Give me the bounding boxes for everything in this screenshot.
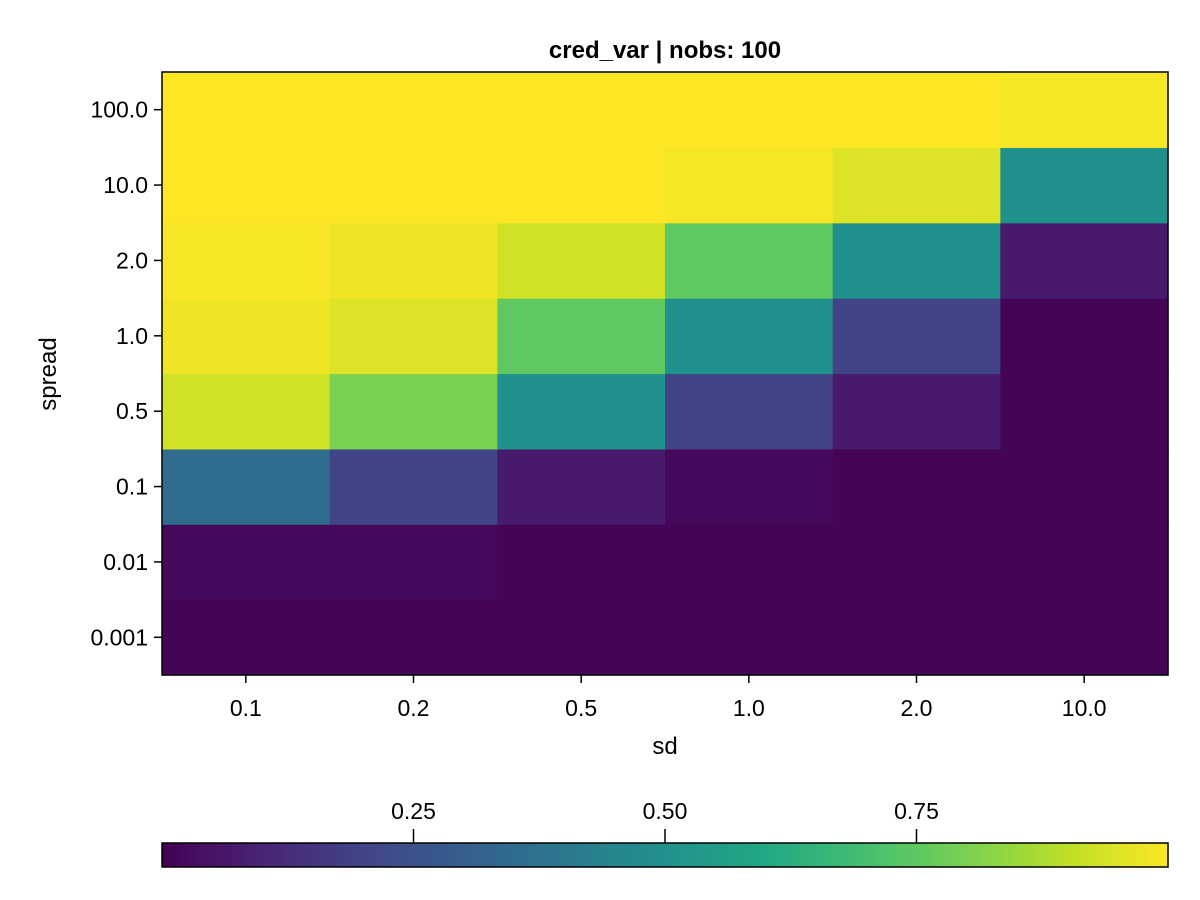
heatmap-cell [665,298,834,375]
heatmap-cell [497,298,666,375]
colorbar-tick-label: 0.75 [894,798,939,824]
x-tick-label: 0.5 [565,695,597,721]
heatmap-cell [162,72,331,148]
heatmap-cell [832,147,1001,224]
y-tick-label: 0.001 [90,624,148,650]
heatmap-cell [1000,298,1169,375]
y-tick-label: 100.0 [90,97,148,123]
heatmap-cell [1000,72,1169,148]
y-axis-label: spread [35,337,62,410]
heatmap-cell [832,599,1001,676]
y-tick-label: 2.0 [116,247,148,273]
heatmap-cell [497,524,666,601]
heatmap-cell [162,373,331,450]
heatmap-cell [832,222,1001,299]
heatmap-cell [162,524,331,601]
heatmap-cell [329,524,498,601]
y-axis-ticks: 0.001 0.01 0.1 0.5 1.0 2.0 10.0 100.0 [90,97,162,650]
heatmap-cell [329,222,498,299]
heatmap-cell [329,373,498,450]
heatmap-cell [162,599,331,676]
heatmap-cell [665,72,834,148]
heatmap-cell [1000,373,1169,450]
y-tick-label: 10.0 [103,172,148,198]
heatmap-cell [665,222,834,299]
heatmap-cells [162,72,1169,676]
colorbar-ticks: 0.25 0.50 0.75 [391,798,939,843]
heatmap-cell [497,72,666,148]
plot-frame [161,71,1169,676]
heatmap-cell [329,298,498,375]
x-axis-ticks: 0.1 0.2 0.5 1.0 2.0 10.0 [230,675,1107,721]
heatmap-cell [1000,222,1169,299]
colorbar [161,842,1169,868]
colorbar-tick-label: 0.25 [391,798,436,824]
heatmap-cell [832,524,1001,601]
heatmap-cell [665,147,834,224]
heatmap-cell [497,222,666,299]
chart-title: cred_var | nobs: 100 [549,37,781,64]
colorbar-tick-label: 0.50 [643,798,688,824]
heatmap-cell [665,599,834,676]
x-tick-label: 0.1 [230,695,262,721]
heatmap-cell [1000,599,1169,676]
heatmap-cell [832,72,1001,148]
x-tick-label: 10.0 [1062,695,1107,721]
heatmap-cell [329,448,498,525]
heatmap-cell [162,147,331,224]
heatmap-cell [329,599,498,676]
x-axis-label: sd [652,733,677,760]
heatmap-cell [162,298,331,375]
y-tick-label: 0.5 [116,398,148,424]
heatmap-cell [1000,524,1169,601]
heatmap-cell [497,448,666,525]
heatmap-cell [162,222,331,299]
heatmap-cell [1000,147,1169,224]
x-tick-label: 2.0 [901,695,933,721]
heatmap-cell [497,373,666,450]
x-tick-label: 1.0 [733,695,765,721]
y-tick-label: 0.01 [103,549,148,575]
heatmap-cell [665,524,834,601]
heatmap-cell [832,373,1001,450]
heatmap-cell [329,147,498,224]
heatmap-cell [832,448,1001,525]
heatmap-cell [832,298,1001,375]
x-tick-label: 0.2 [398,695,430,721]
heatmap-cell [497,599,666,676]
y-tick-label: 1.0 [116,323,148,349]
heatmap-cell [329,72,498,148]
heatmap-cell [665,373,834,450]
heatmap-cell [665,448,834,525]
y-tick-label: 0.1 [116,474,148,500]
heatmap-cell [497,147,666,224]
heatmap-cell [162,448,331,525]
heatmap-cell [1000,448,1169,525]
